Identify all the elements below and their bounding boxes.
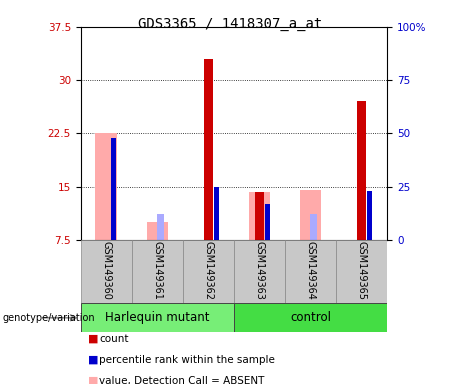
Bar	[255, 192, 264, 240]
Bar	[249, 192, 270, 240]
Text: GSM149361: GSM149361	[152, 241, 162, 300]
Bar	[285, 240, 336, 303]
Text: control: control	[290, 311, 331, 324]
Bar	[147, 222, 168, 240]
Text: ■: ■	[88, 334, 98, 344]
Bar	[183, 240, 234, 303]
Bar	[367, 191, 372, 240]
Text: count: count	[99, 334, 129, 344]
Bar	[310, 214, 318, 240]
Bar	[213, 187, 219, 240]
Text: ■: ■	[88, 355, 98, 365]
Bar	[112, 138, 117, 240]
Bar	[132, 240, 183, 303]
Text: genotype/variation: genotype/variation	[2, 313, 95, 323]
Bar	[234, 303, 387, 332]
Bar	[357, 101, 366, 240]
Bar	[204, 59, 213, 240]
Bar	[81, 303, 234, 332]
Text: GDS3365 / 1418307_a_at: GDS3365 / 1418307_a_at	[138, 17, 323, 31]
Bar	[234, 240, 285, 303]
Text: ■: ■	[88, 376, 98, 384]
Text: GSM149360: GSM149360	[101, 241, 111, 300]
Bar	[336, 240, 387, 303]
Text: GSM149363: GSM149363	[254, 241, 265, 300]
Bar	[300, 190, 321, 240]
Bar	[95, 134, 117, 240]
Bar	[81, 240, 132, 303]
Bar	[157, 214, 164, 240]
Text: Harlequin mutant: Harlequin mutant	[105, 311, 210, 324]
Text: GSM149365: GSM149365	[357, 241, 366, 300]
Text: GSM149362: GSM149362	[203, 241, 213, 300]
Bar	[265, 204, 270, 240]
Text: percentile rank within the sample: percentile rank within the sample	[99, 355, 275, 365]
Text: value, Detection Call = ABSENT: value, Detection Call = ABSENT	[99, 376, 265, 384]
Text: GSM149364: GSM149364	[306, 241, 316, 300]
